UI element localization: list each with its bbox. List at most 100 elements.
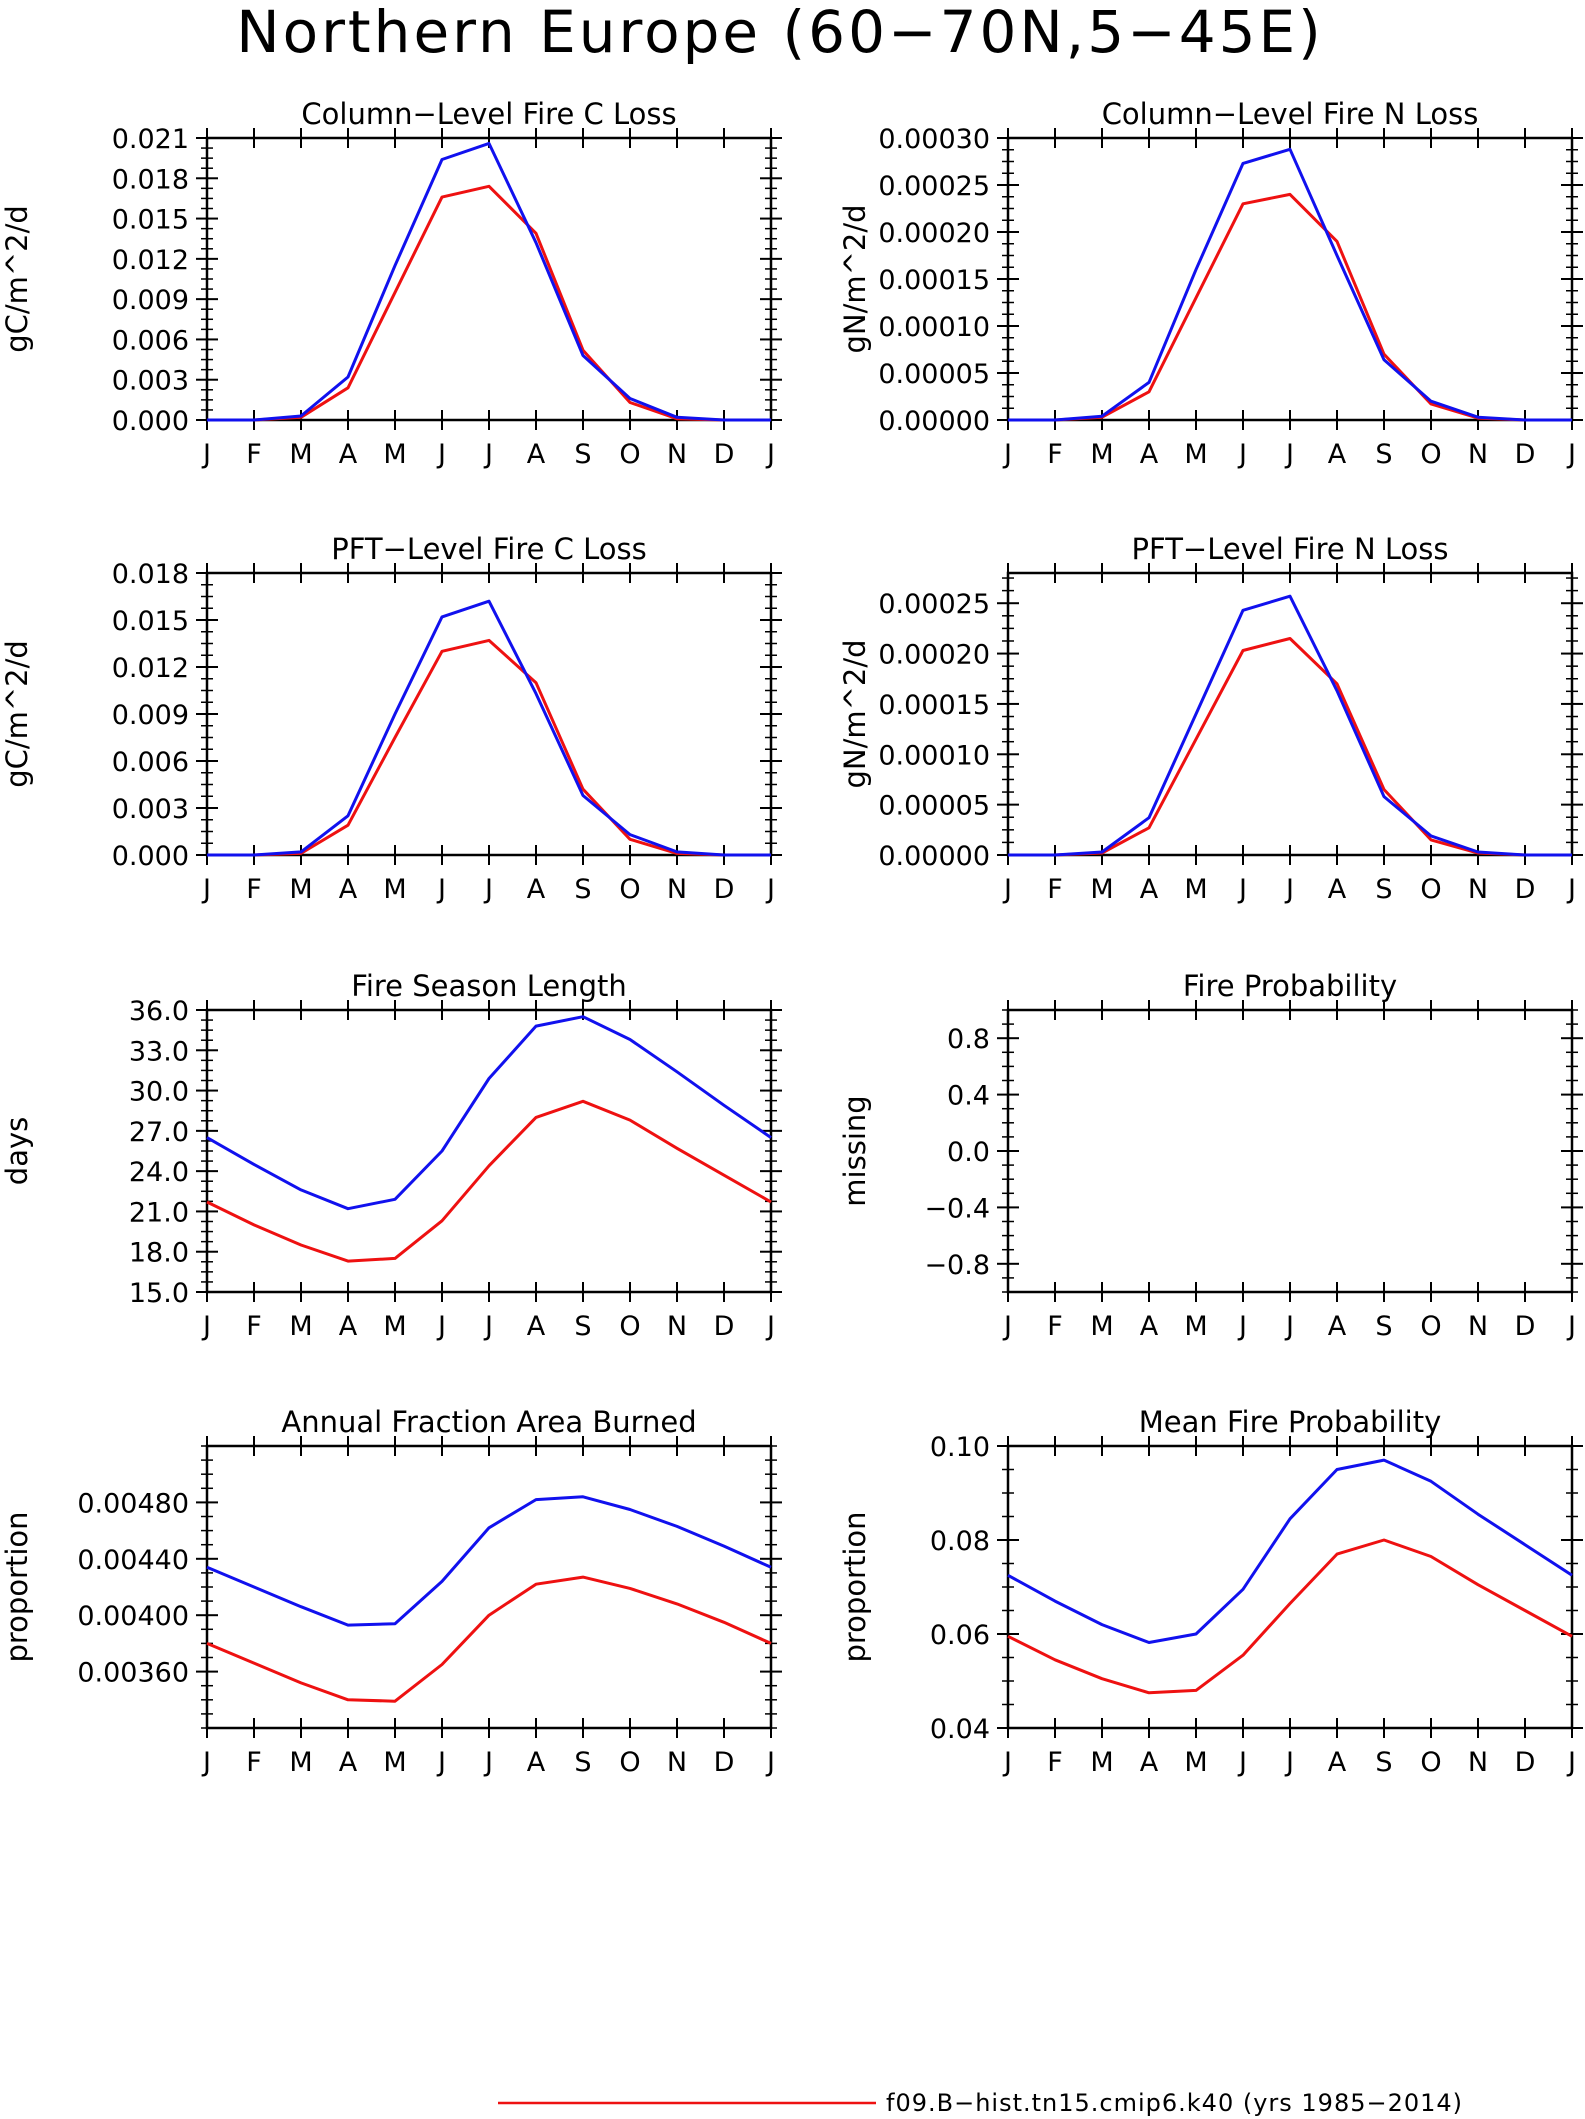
x-tick-label: J [1237,1311,1247,1342]
panel-title: PFT−Level Fire N Loss [1132,532,1449,566]
x-tick-label: S [1375,1747,1392,1778]
x-tick-label: A [339,1747,358,1778]
x-tick-label: O [619,874,640,905]
x-tick-label: J [765,1747,775,1778]
x-tick-label: S [574,439,591,470]
y-tick-label: 0.00010 [878,312,990,343]
x-tick-label: D [1515,1747,1536,1778]
y-tick-label: 0.08 [930,1526,990,1557]
x-tick-label: J [1002,439,1012,470]
y-tick-label: 0.00480 [77,1488,189,1519]
x-tick-label: S [1375,439,1392,470]
legend: f09.B−hist.tn15.cmip6.k40 (yrs 1985−2014… [498,2089,1463,2117]
y-tick-label: 0.00025 [878,171,990,202]
series-line-red [1007,1538,1573,1695]
series-line-blue [207,599,771,857]
x-tick-label: M [383,439,406,470]
x-tick-label: A [527,1311,546,1342]
x-tick-label: A [1328,1747,1347,1778]
x-tick-label: A [339,874,358,905]
x-tick-label: J [1566,439,1576,470]
x-tick-label: S [574,1311,591,1342]
y-axis-label: days [0,1117,34,1185]
x-tick-label: J [201,874,211,905]
y-tick-label: 0.000 [112,406,189,437]
x-tick-label: J [436,874,446,905]
x-tick-label: J [483,1311,493,1342]
series-line-red [1008,637,1572,857]
chart-panel-2: J F M A M J J A S O N D J0.000000.000050.000100.0001… [838,97,1583,470]
series-line-blue [206,1015,772,1211]
x-tick-label: D [714,1311,735,1342]
y-tick-label: 0.00005 [878,359,990,390]
x-tick-label: F [246,439,262,470]
x-tick-label: M [1184,874,1207,905]
y-tick-label: 0.012 [112,245,189,276]
y-tick-label: 21.0 [129,1197,189,1228]
y-tick-label: 0.06 [930,1620,990,1651]
y-axis-label: proportion [0,1511,34,1662]
x-tick-label: A [1140,1747,1159,1778]
y-tick-label: 0.00360 [77,1658,189,1689]
x-tick-label: F [246,1311,262,1342]
y-tick-label: 0.006 [112,747,189,778]
chart-panel-7: J F M A M J J A S O N D J0.003600.004000.004400.0048… [0,1405,782,1778]
x-tick-label: J [436,439,446,470]
x-tick-label: J [201,439,211,470]
legend-label-run: f09.B−hist.tn15.cmip6.k40 (yrs 1985−2014… [886,2089,1463,2117]
y-tick-label: 0.00025 [878,589,990,620]
x-tick-label: J [1566,1311,1576,1342]
x-tick-label: M [1090,1311,1113,1342]
x-tick-label: A [1140,1311,1159,1342]
y-tick-label: 0.015 [112,205,189,236]
x-tick-label: J [1002,874,1012,905]
series-line-red [206,1575,772,1703]
x-tick-label: F [246,1747,262,1778]
chart-panel-1: J F M A M J J A S O N D J0.0000.0030.0060.0090.0120.… [0,97,782,470]
y-axis-label: gC/m^2/d [0,640,34,788]
x-tick-label: M [289,439,312,470]
y-tick-label: 0.00000 [878,841,990,872]
x-tick-label: J [201,1747,211,1778]
y-tick-label: 0.00010 [878,740,990,771]
x-tick-label: S [574,1747,591,1778]
panel-title: Fire Probability [1183,969,1397,1003]
x-tick-label: O [619,1311,640,1342]
y-tick-label: 0.00020 [878,218,990,249]
y-axis-label: missing [838,1095,872,1206]
x-tick-label: J [765,1311,775,1342]
x-tick-label: A [1140,874,1159,905]
y-tick-label: 0.10 [930,1432,990,1463]
x-tick-label: N [1468,439,1488,470]
x-tick-label: D [714,439,735,470]
panel-title: Fire Season Length [351,969,626,1003]
x-tick-label: J [1566,1747,1576,1778]
y-tick-label: 0.000 [112,841,189,872]
figure-title: Northern Europe (60−70N,5−45E) [236,0,1324,66]
x-tick-label: M [383,1311,406,1342]
y-tick-label: 36.0 [129,996,189,1027]
plot-frame [1006,1444,1574,1730]
x-tick-label: J [1284,874,1294,905]
panel-title: PFT−Level Fire C Loss [331,532,647,566]
x-tick-label: J [436,1311,446,1342]
x-tick-label: J [1237,874,1247,905]
x-tick-label: J [201,1311,211,1342]
x-tick-label: F [246,874,262,905]
x-tick-label: J [436,1747,446,1778]
panel-grid: J F M A M J J A S O N D J0.0000.0030.0060.0090.0120.… [0,97,1583,1778]
x-tick-label: F [1047,1311,1063,1342]
plot-frame [205,1008,773,1294]
x-tick-label: D [1515,1311,1536,1342]
y-tick-label: 0.006 [112,325,189,356]
y-tick-label: 0.4 [947,1081,990,1112]
y-tick-label: 0.018 [112,559,189,590]
x-tick-label: J [1284,439,1294,470]
x-tick-label: J [1284,1747,1294,1778]
x-tick-label: D [1515,439,1536,470]
x-tick-label: J [765,439,775,470]
x-tick-label: O [619,439,640,470]
x-tick-label: N [667,1747,687,1778]
y-tick-label: 0.00030 [878,124,990,155]
